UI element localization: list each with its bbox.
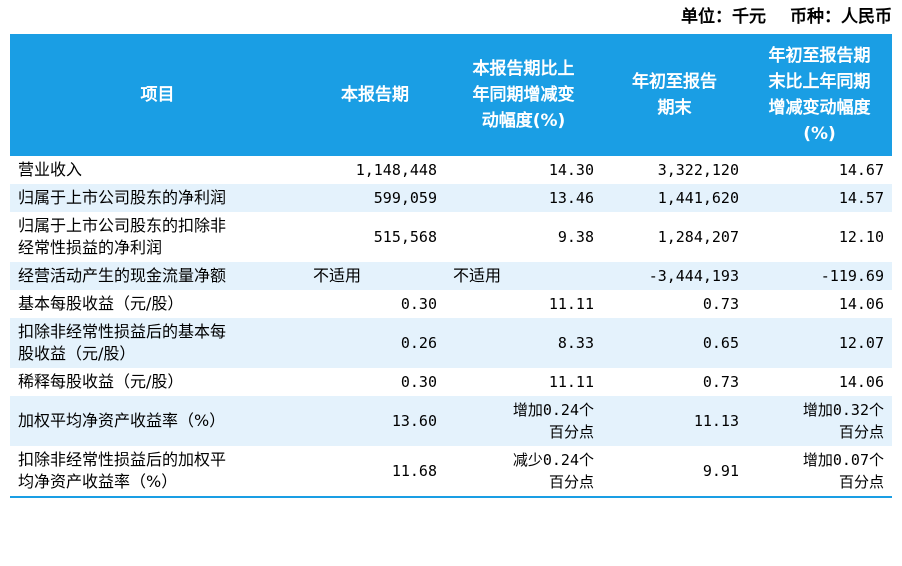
row-label: 扣除非经常性损益后的加权平 均净资产收益率（%） bbox=[10, 446, 305, 498]
table-cell: -3,444,193 bbox=[602, 262, 747, 290]
table-row: 扣除非经常性损益后的基本每 股收益（元/股） 0.26 8.33 0.65 12… bbox=[10, 318, 892, 368]
row-label: 加权平均净资产收益率（%） bbox=[10, 396, 305, 446]
table-cell: 12.10 bbox=[747, 212, 892, 262]
table-cell: 13.60 bbox=[305, 396, 445, 446]
table-cell: 11.68 bbox=[305, 446, 445, 498]
table-cell: 不适用 bbox=[445, 262, 602, 290]
table-cell: 0.26 bbox=[305, 318, 445, 368]
row-label: 基本每股收益（元/股） bbox=[10, 290, 305, 318]
table-cell: 13.46 bbox=[445, 184, 602, 212]
table-row: 归属于上市公司股东的净利润 599,059 13.46 1,441,620 14… bbox=[10, 184, 892, 212]
table-cell: 0.73 bbox=[602, 290, 747, 318]
table-cell: 14.30 bbox=[445, 156, 602, 184]
table-cell: 0.30 bbox=[305, 290, 445, 318]
table-cell: 11.11 bbox=[445, 290, 602, 318]
table-cell: 增加0.32个 百分点 bbox=[747, 396, 892, 446]
table-cell: 14.06 bbox=[747, 290, 892, 318]
table-header-row: 项目 本报告期 本报告期比上 年同期增减变 动幅度(%) 年初至报告 期末 年初… bbox=[10, 34, 892, 156]
column-header: 本报告期比上 年同期增减变 动幅度(%) bbox=[445, 34, 602, 156]
row-label: 扣除非经常性损益后的基本每 股收益（元/股） bbox=[10, 318, 305, 368]
table-cell: 增加0.07个 百分点 bbox=[747, 446, 892, 498]
table-cell: 9.91 bbox=[602, 446, 747, 498]
row-label: 稀释每股收益（元/股） bbox=[10, 368, 305, 396]
column-header: 项目 bbox=[10, 34, 305, 156]
table-cell: 8.33 bbox=[445, 318, 602, 368]
row-label: 营业收入 bbox=[10, 156, 305, 184]
table-cell: 14.06 bbox=[747, 368, 892, 396]
column-header: 本报告期 bbox=[305, 34, 445, 156]
table-cell: 增加0.24个 百分点 bbox=[445, 396, 602, 446]
table-cell: 9.38 bbox=[445, 212, 602, 262]
table-row: 稀释每股收益（元/股） 0.30 11.11 0.73 14.06 bbox=[10, 368, 892, 396]
row-label: 归属于上市公司股东的净利润 bbox=[10, 184, 305, 212]
table-row: 加权平均净资产收益率（%） 13.60 增加0.24个 百分点 11.13 增加… bbox=[10, 396, 892, 446]
table-cell: 0.73 bbox=[602, 368, 747, 396]
table-cell: 599,059 bbox=[305, 184, 445, 212]
table-row: 营业收入 1,148,448 14.30 3,322,120 14.67 bbox=[10, 156, 892, 184]
table-cell: 1,441,620 bbox=[602, 184, 747, 212]
table-cell: 不适用 bbox=[305, 262, 445, 290]
column-header: 年初至报告 期末 bbox=[602, 34, 747, 156]
column-header: 年初至报告期 末比上年同期 增减变动幅度 (%) bbox=[747, 34, 892, 156]
table-cell: 515,568 bbox=[305, 212, 445, 262]
table-cell: 减少0.24个 百分点 bbox=[445, 446, 602, 498]
table-cell: 12.07 bbox=[747, 318, 892, 368]
table-cell: 0.65 bbox=[602, 318, 747, 368]
currency-label: 币种：人民币 bbox=[790, 7, 892, 27]
unit-currency-line: 单位：千元 币种：人民币 bbox=[681, 4, 892, 30]
table-cell: 3,322,120 bbox=[602, 156, 747, 184]
unit-label: 单位：千元 bbox=[681, 7, 766, 27]
table-cell: 11.13 bbox=[602, 396, 747, 446]
row-label: 归属于上市公司股东的扣除非 经常性损益的净利润 bbox=[10, 212, 305, 262]
table-cell: 11.11 bbox=[445, 368, 602, 396]
table-cell: 14.57 bbox=[747, 184, 892, 212]
table-row: 归属于上市公司股东的扣除非 经常性损益的净利润 515,568 9.38 1,2… bbox=[10, 212, 892, 262]
table-row: 基本每股收益（元/股） 0.30 11.11 0.73 14.06 bbox=[10, 290, 892, 318]
table-cell: -119.69 bbox=[747, 262, 892, 290]
table-cell: 1,148,448 bbox=[305, 156, 445, 184]
table-row: 经营活动产生的现金流量净额 不适用 不适用 -3,444,193 -119.69 bbox=[10, 262, 892, 290]
table-cell: 0.30 bbox=[305, 368, 445, 396]
row-label: 经营活动产生的现金流量净额 bbox=[10, 262, 305, 290]
table-cell: 14.67 bbox=[747, 156, 892, 184]
financial-data-table: 项目 本报告期 本报告期比上 年同期增减变 动幅度(%) 年初至报告 期末 年初… bbox=[10, 34, 892, 498]
table-row: 扣除非经常性损益后的加权平 均净资产收益率（%） 11.68 减少0.24个 百… bbox=[10, 446, 892, 498]
table-cell: 1,284,207 bbox=[602, 212, 747, 262]
